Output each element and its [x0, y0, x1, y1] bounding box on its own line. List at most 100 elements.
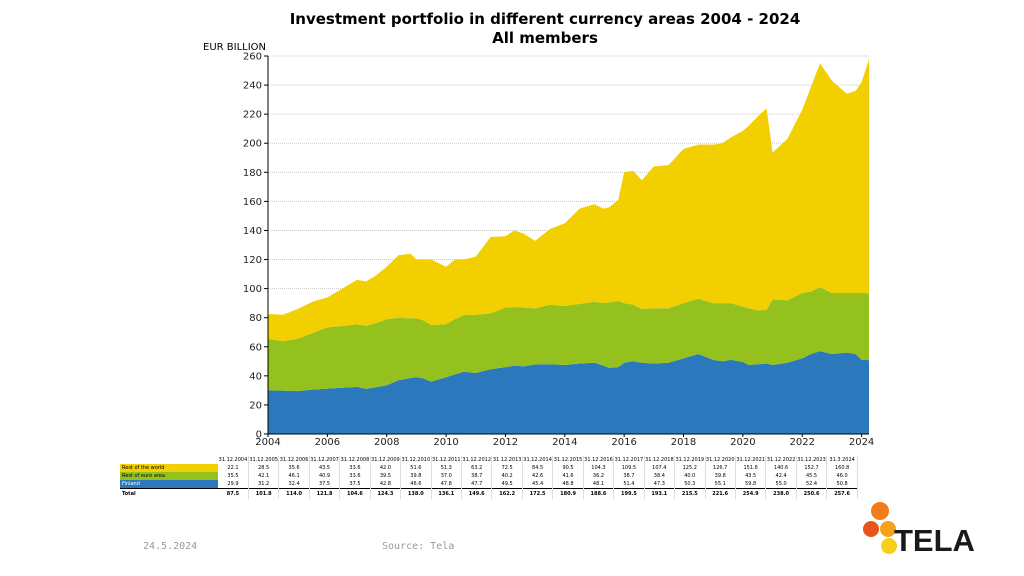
table-cell: 257.6: [826, 488, 858, 499]
table-cell: 39.5: [370, 472, 402, 480]
table-cell: 160.8: [826, 464, 858, 472]
table-cell: 126.7: [705, 464, 736, 472]
table-cell: 29.9: [218, 480, 249, 489]
table-header-cell: 31.12.2020: [705, 456, 736, 464]
table-cell: 152.7: [796, 464, 828, 472]
table-cell: 254.9: [735, 488, 767, 499]
table-cell: 33.6: [339, 472, 371, 480]
area-chart: 0 20 40 60 80 100 120 140 160 180 200 220 240 260 2004…: [243, 52, 874, 449]
y-tick-label: 160: [243, 197, 262, 208]
table-header-cell: 31.12.2013: [491, 456, 523, 464]
table-header-cell: 31.12.2021: [735, 456, 767, 464]
table-cell: 172.5: [522, 488, 554, 499]
data-table: 31.12.2004 31.12.2005 31.12.2006 31.12.2007…: [120, 456, 858, 499]
table-cell: 42.4: [765, 472, 797, 480]
table-cell: 215.5: [674, 488, 706, 499]
table-cell: 39.8: [705, 472, 736, 480]
table-header-cell: 31.12.2010: [400, 456, 432, 464]
x-tick-label: 2008: [374, 437, 399, 448]
table-row: Total 87.5 101.8 114.0 121.8 104.6 124.3 138.0 1…: [120, 488, 858, 499]
table-header-row: 31.12.2004 31.12.2005 31.12.2006 31.12.2007…: [120, 456, 858, 464]
y-tick-label: 20: [249, 400, 262, 411]
table-cell: 104.6: [339, 488, 371, 499]
y-tick-label: 260: [243, 52, 262, 63]
table-cell: 87.5: [218, 488, 249, 499]
table-cell: 42.6: [522, 472, 554, 480]
table-header-cell: 31.12.2005: [248, 456, 280, 464]
table-cell: 51.3: [431, 464, 463, 472]
table-cell: 48.1: [583, 480, 615, 489]
table-header-cell: 31.12.2014: [522, 456, 554, 464]
table-header-cell: 31.3.2024: [826, 456, 858, 464]
y-tick-label: 240: [243, 81, 262, 92]
table-cell: 72.5: [491, 464, 523, 472]
x-tick-label: 2004: [255, 437, 280, 448]
table-cell: 188.6: [583, 488, 615, 499]
table-cell: 59.8: [735, 480, 767, 489]
y-tick-label: 80: [249, 313, 262, 324]
table-cell: 193.1: [644, 488, 676, 499]
x-tick-label: 2010: [433, 437, 458, 448]
chart-title: Investment portfolio in different curren…: [289, 10, 801, 28]
table-cell: 250.6: [796, 488, 828, 499]
table-cell: 45.4: [522, 480, 554, 489]
y-tick-label: 220: [243, 110, 262, 121]
table-header-cell: 31.12.2007: [309, 456, 341, 464]
y-tick-label: 120: [243, 255, 262, 266]
table-row: Rest of euro area 35.5 42.1 46.1 40.9 33.6 39.…: [120, 472, 858, 480]
y-tick-label: 60: [249, 342, 262, 353]
tela-logo-icon: [863, 502, 897, 554]
x-tick-label: 2022: [789, 437, 814, 448]
table-cell: 36.2: [583, 472, 615, 480]
table-cell: 47.8: [431, 480, 463, 489]
table-cell: 109.5: [613, 464, 645, 472]
table-cell: 41.6: [552, 472, 584, 480]
table-row-label: Rest of the world: [120, 464, 218, 472]
table-cell: 40.9: [309, 472, 341, 480]
table-cell: 107.4: [644, 464, 676, 472]
table-cell: 22.1: [218, 464, 249, 472]
y-tick-label: 40: [249, 371, 262, 382]
table-header-cell: 31.12.2012: [461, 456, 493, 464]
table-cell: 84.5: [522, 464, 554, 472]
table-cell: 162.2: [491, 488, 523, 499]
table-cell: 52.4: [796, 480, 828, 489]
table-cell: 199.5: [613, 488, 645, 499]
table-header-cell: 31.12.2022: [765, 456, 797, 464]
table-cell: 46.6: [400, 480, 432, 489]
table-cell: 55.0: [765, 480, 797, 489]
table-header-cell: 31.12.2017: [613, 456, 645, 464]
table-row: Finland 29.9 31.2 32.4 37.5 37.5 42.8 46.6 47.8 4…: [120, 480, 858, 489]
logo-text: TELA: [894, 523, 975, 558]
table-header-cell: 31.12.2015: [552, 456, 584, 464]
table-cell: 63.2: [461, 464, 493, 472]
table-cell: 42.0: [370, 464, 402, 472]
table-header-cell: 31.12.2016: [583, 456, 615, 464]
y-tick-label: 100: [243, 284, 262, 295]
table-cell: 33.6: [339, 464, 371, 472]
table-cell: 180.9: [552, 488, 584, 499]
table-header-cell: 31.12.2018: [644, 456, 676, 464]
x-tick-label: 2024: [849, 437, 874, 448]
table-cell: 47.3: [644, 480, 676, 489]
footer-date: 24.5.2024: [143, 541, 198, 552]
table-cell: 114.0: [278, 488, 310, 499]
table-cell: 38.4: [644, 472, 676, 480]
table-row-label: Finland: [120, 480, 218, 489]
table-cell: 124.3: [370, 488, 402, 499]
table-header-cell: 31.12.2011: [431, 456, 463, 464]
table-cell: 32.4: [278, 480, 310, 489]
table-header-corner: [120, 456, 218, 464]
table-cell: 45.5: [796, 472, 828, 480]
table-cell: 38.7: [461, 472, 493, 480]
table-row-label: Rest of euro area: [120, 472, 218, 480]
table-cell: 42.1: [248, 472, 280, 480]
x-tick-label: 2014: [552, 437, 577, 448]
table-header-cell: 31.12.2006: [278, 456, 310, 464]
table-cell: 51.6: [400, 464, 432, 472]
table-cell: 46.1: [278, 472, 310, 480]
table-cell: 37.0: [431, 472, 463, 480]
area-series-rest-of-euro-area: [268, 287, 869, 392]
y-axis-label: EUR BILLION: [203, 42, 267, 53]
table-cell: 40.0: [674, 472, 706, 480]
